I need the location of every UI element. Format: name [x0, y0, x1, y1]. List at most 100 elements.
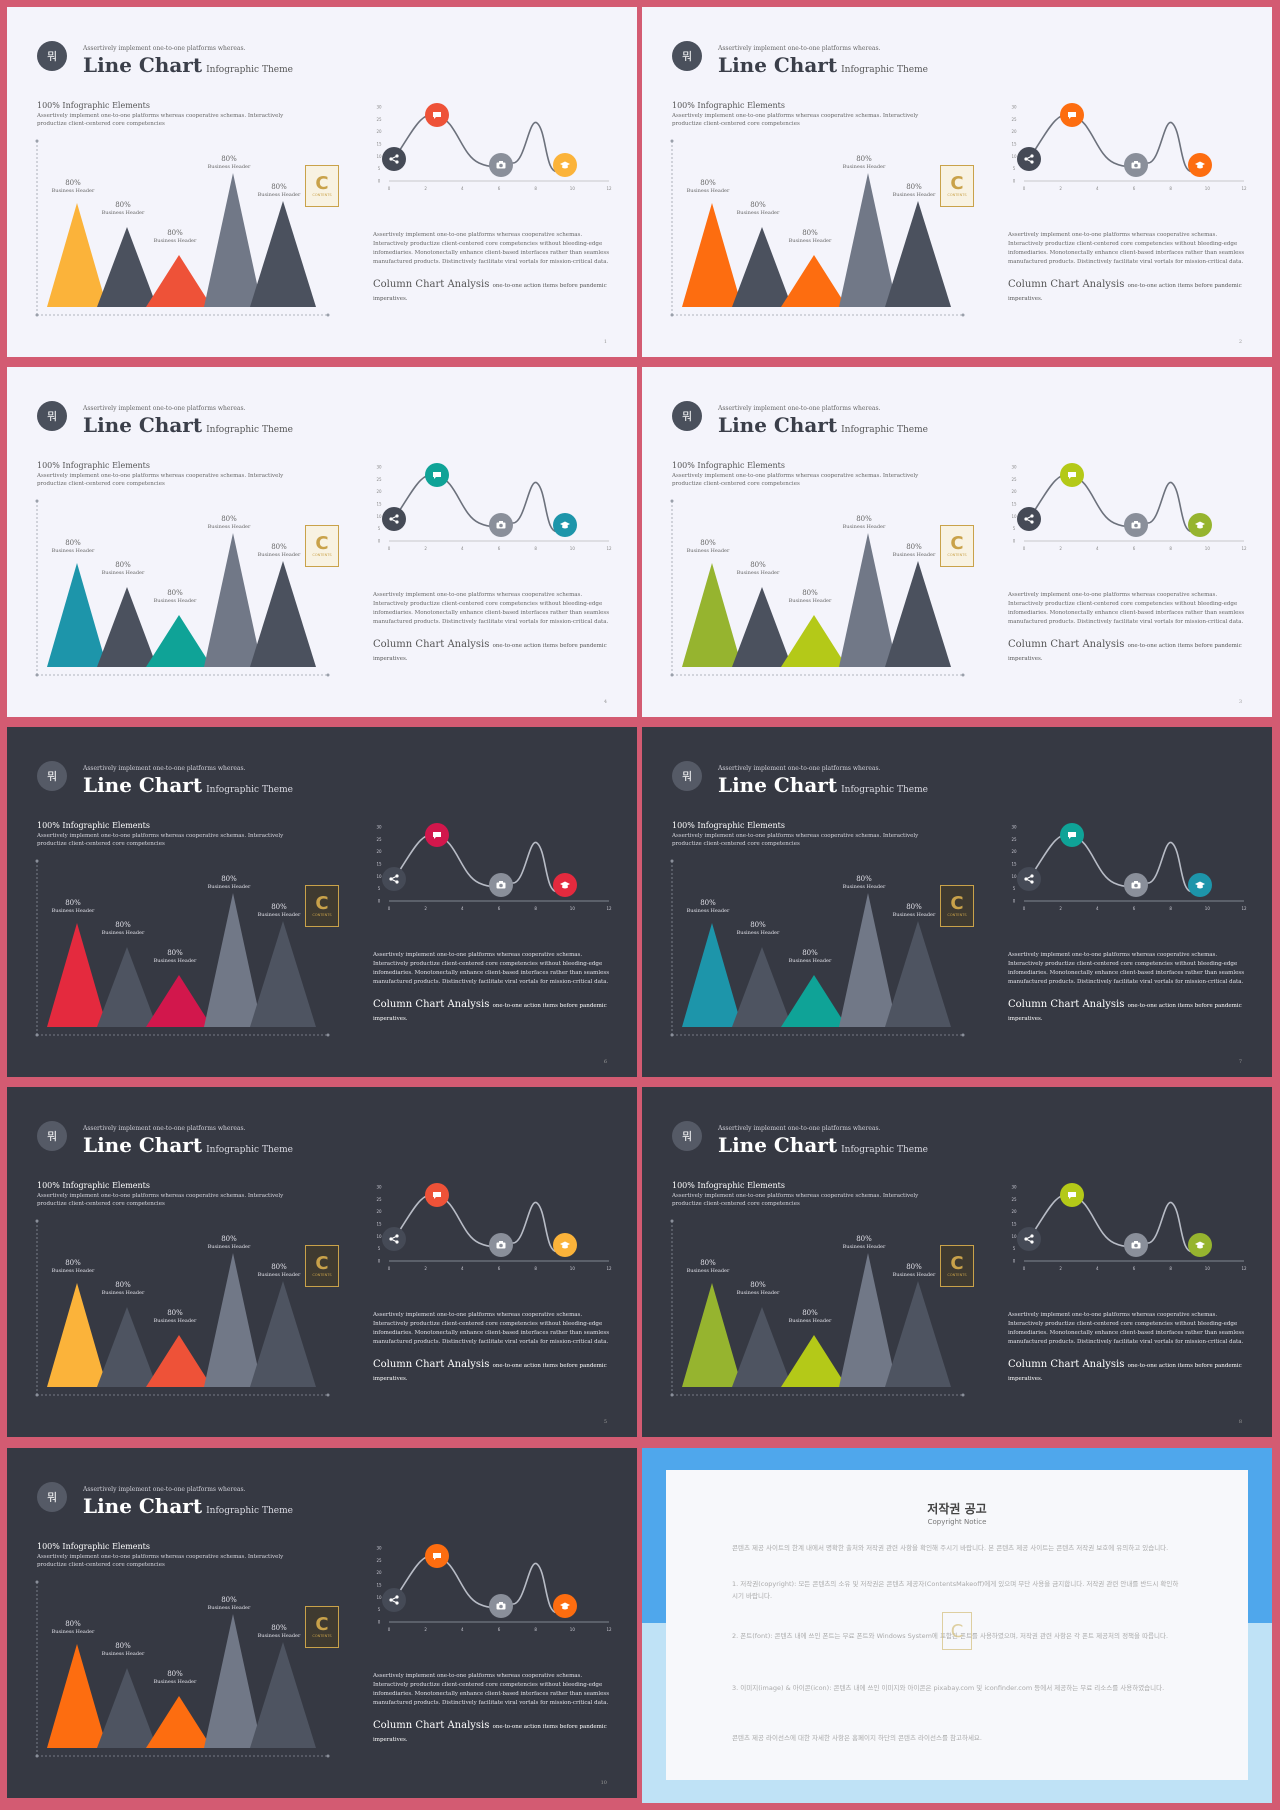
peak-header: Business Header	[153, 958, 197, 964]
message-icon	[425, 463, 449, 487]
graduation-cap-icon	[553, 1233, 577, 1257]
section-text: Assertively implement one-to-one platfor…	[672, 1193, 919, 1207]
triangle-peak	[250, 1281, 316, 1387]
axis-dot	[326, 313, 330, 317]
axis-dot	[35, 139, 39, 143]
camera-icon	[1124, 153, 1148, 177]
analysis-block: Column Chart Analysis one-to-one action …	[1008, 999, 1244, 1025]
badge-letter: C	[315, 533, 329, 554]
camera-icon	[1124, 873, 1148, 897]
x-tick-label: 0	[1023, 546, 1026, 551]
slide: 뭐 Assertively implement one-to-one platfo…	[642, 1087, 1272, 1437]
axis-dot	[326, 673, 330, 677]
camera-icon	[489, 1233, 513, 1257]
title-row: Line Chart Infographic Theme	[718, 1133, 928, 1157]
body-paragraph: Assertively implement one-to-one platfor…	[1008, 1312, 1245, 1345]
badge-letter: C	[315, 1614, 329, 1635]
x-tick-label: 6	[498, 546, 501, 551]
section-heading: 100% Infographic Elements	[37, 1542, 150, 1551]
y-tick-label: 20	[376, 849, 382, 854]
peak-percent: 80%	[750, 561, 766, 569]
peak-percent: 80%	[856, 515, 872, 523]
slide-subtitle: Infographic Theme	[841, 785, 928, 795]
triangle-peak	[250, 561, 316, 667]
body-paragraph: Assertively implement one-to-one platfor…	[373, 1312, 610, 1345]
axis-dot	[35, 499, 39, 503]
peak-header: Business Header	[207, 1605, 251, 1611]
line-series	[393, 1193, 570, 1252]
peak-header: Business Header	[686, 548, 730, 554]
x-tick-label: 0	[388, 186, 391, 191]
analysis-title: Column Chart Analysis	[373, 639, 490, 650]
peak-header: Business Header	[892, 1272, 936, 1278]
line-chart: 0 5 10 15 20 25 30 0 2 4 6 8 10 12	[1011, 463, 1247, 551]
page-number: 2	[1238, 339, 1242, 345]
y-tick-label: 5	[1013, 526, 1016, 531]
slide-title: Line Chart	[718, 1133, 838, 1157]
badge-letter: C	[950, 1253, 964, 1274]
peak-percent: 80%	[115, 1642, 131, 1650]
peak-header: Business Header	[51, 188, 95, 194]
copyright-subtitle: Copyright Notice	[927, 1518, 987, 1526]
peak-percent: 80%	[856, 155, 872, 163]
axis-dot	[670, 313, 674, 317]
peak-header: Business Header	[686, 1268, 730, 1274]
x-tick-label: 2	[424, 906, 427, 911]
section-text: Assertively implement one-to-one platfor…	[37, 473, 284, 487]
logo-icon: 뭐	[37, 401, 67, 431]
analysis-block: Column Chart Analysis one-to-one action …	[373, 1720, 609, 1746]
analysis-title: Column Chart Analysis	[1008, 1359, 1125, 1370]
x-tick-label: 12	[606, 906, 612, 911]
triangle-peak	[250, 1642, 316, 1748]
x-tick-label: 8	[534, 1627, 537, 1632]
peak-percent: 80%	[65, 1620, 81, 1628]
x-tick-label: 8	[1169, 186, 1172, 191]
section-heading: 100% Infographic Elements	[672, 821, 785, 830]
peak-percent: 80%	[906, 183, 922, 191]
logo-icon: 뭐	[672, 401, 702, 431]
line-series	[393, 473, 570, 532]
section-heading: 100% Infographic Elements	[672, 1181, 785, 1190]
analysis-title: Column Chart Analysis	[373, 999, 490, 1010]
triangle-peak	[204, 533, 262, 667]
triangle-chart	[670, 859, 965, 1037]
x-tick-label: 6	[498, 186, 501, 191]
y-tick-label: 15	[1011, 862, 1017, 867]
section-text: Assertively implement one-to-one platfor…	[37, 833, 284, 847]
y-tick-label: 30	[376, 1185, 382, 1190]
peak-percent: 80%	[221, 1235, 237, 1243]
x-tick-label: 12	[1241, 546, 1247, 551]
analysis-block: Column Chart Analysis one-to-one action …	[373, 999, 609, 1025]
peak-percent: 80%	[221, 1596, 237, 1604]
slide-subtitle: Infographic Theme	[841, 1145, 928, 1155]
peak-header: Business Header	[736, 1290, 780, 1296]
axis-dot	[326, 1033, 330, 1037]
peak-header: Business Header	[257, 912, 301, 918]
share-icon	[382, 867, 406, 891]
triangle-peak	[97, 1668, 157, 1748]
slide: 뭐 Assertively implement one-to-one platfo…	[642, 727, 1272, 1077]
y-tick-label: 25	[376, 837, 382, 842]
axis-dot	[35, 1754, 39, 1758]
camera-icon	[489, 1594, 513, 1618]
badge-text: CONTENTS	[312, 553, 332, 557]
triangle-chart	[670, 139, 965, 317]
peak-header: Business Header	[207, 164, 251, 170]
y-tick-label: 5	[378, 886, 381, 891]
badge-text: CONTENTS	[947, 1273, 967, 1277]
badge-letter: C	[315, 1253, 329, 1274]
y-tick-label: 30	[376, 105, 382, 110]
triangle-peak	[97, 227, 157, 307]
kicker-text: Assertively implement one-to-one platfor…	[718, 405, 881, 412]
peak-percent: 80%	[115, 1281, 131, 1289]
x-tick-label: 8	[1169, 906, 1172, 911]
peak-header: Business Header	[101, 1651, 145, 1657]
slide: 뭐 Assertively implement one-to-one platfo…	[7, 727, 637, 1077]
x-tick-label: 6	[498, 1266, 501, 1271]
peak-percent: 80%	[65, 899, 81, 907]
y-tick-label: 5	[378, 1246, 381, 1251]
triangle-peak	[839, 173, 897, 307]
y-tick-label: 20	[1011, 849, 1017, 854]
x-tick-label: 6	[1133, 186, 1136, 191]
analysis-title: Column Chart Analysis	[373, 1359, 490, 1370]
